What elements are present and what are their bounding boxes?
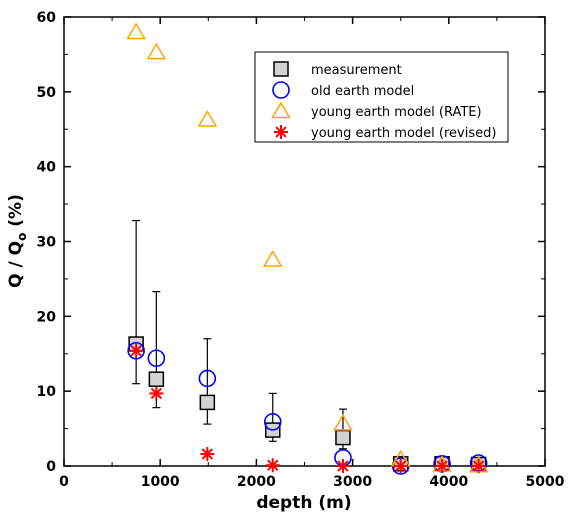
triangle-marker bbox=[271, 101, 291, 119]
legend-marker bbox=[272, 81, 290, 99]
y-tick-label: 40 bbox=[37, 160, 57, 176]
y-axis-title-subscript: o bbox=[15, 233, 29, 241]
legend: measurement old earth model young earth mo… bbox=[254, 51, 509, 143]
circle-marker bbox=[147, 349, 166, 368]
data-point bbox=[129, 343, 144, 358]
data-point bbox=[127, 341, 145, 360]
y-axis-title: Q / Qo (%) bbox=[6, 194, 29, 288]
data-point bbox=[199, 394, 216, 411]
legend-entry: measurement bbox=[273, 61, 402, 78]
x-tick-label: 1000 bbox=[141, 474, 180, 490]
legend-label: young earth model (revised) bbox=[311, 126, 496, 141]
triangle-marker bbox=[126, 22, 146, 40]
data-point bbox=[393, 459, 408, 473]
triangle-marker bbox=[146, 42, 167, 60]
y-axis-title-unit: (%) bbox=[6, 194, 26, 233]
square-marker bbox=[335, 429, 351, 446]
legend-entry: young earth model (RATE) bbox=[271, 101, 482, 120]
circle-marker bbox=[198, 369, 217, 388]
x-tick-label: 0 bbox=[59, 474, 69, 490]
x-tick-label: 5000 bbox=[526, 474, 565, 490]
asterisk-stroke bbox=[201, 448, 213, 460]
triangle-marker bbox=[333, 413, 353, 431]
x-tick-label: 4000 bbox=[429, 474, 468, 490]
legend-marker bbox=[273, 61, 289, 77]
asterisk-stroke bbox=[395, 460, 407, 472]
x-axis-title: depth (m) bbox=[256, 493, 351, 513]
asterisk-stroke bbox=[267, 459, 279, 471]
data-point bbox=[197, 110, 218, 127]
data-point bbox=[335, 459, 350, 473]
legend-marker bbox=[271, 101, 291, 119]
asterisk-stroke bbox=[472, 460, 485, 472]
data-point bbox=[126, 22, 146, 40]
square-marker bbox=[148, 371, 165, 387]
asterisk-stroke bbox=[337, 460, 349, 472]
data-marks bbox=[126, 22, 489, 475]
square-marker bbox=[199, 394, 216, 411]
data-point bbox=[265, 458, 280, 473]
y-tick-label: 10 bbox=[37, 384, 57, 400]
series-asterisk bbox=[129, 343, 486, 473]
data-point bbox=[148, 371, 165, 387]
data-point bbox=[147, 349, 166, 368]
y-tick-label: 0 bbox=[46, 459, 56, 475]
legend-entries: measurement old earth model young earth mo… bbox=[271, 61, 496, 141]
data-point bbox=[146, 42, 167, 60]
triangle-marker bbox=[197, 110, 218, 127]
asterisk-stroke bbox=[436, 460, 448, 472]
legend-box bbox=[254, 51, 509, 143]
y-tick-label: 20 bbox=[37, 309, 57, 325]
data-point bbox=[471, 459, 486, 473]
legend-label: measurement bbox=[311, 63, 402, 78]
data-point bbox=[435, 459, 450, 473]
data-point bbox=[200, 447, 215, 462]
y-tick-label: 50 bbox=[37, 85, 57, 101]
data-point bbox=[263, 413, 282, 431]
asterisk-stroke bbox=[130, 345, 142, 357]
data-point bbox=[149, 386, 164, 401]
triangle-marker bbox=[262, 249, 283, 267]
square-marker bbox=[273, 61, 289, 77]
data-point bbox=[198, 369, 217, 388]
legend-label: young earth model (RATE) bbox=[311, 105, 482, 120]
legend-label: old earth model bbox=[311, 84, 414, 99]
y-axis-title-main: Q / Q bbox=[6, 241, 26, 288]
error-bar bbox=[203, 338, 212, 425]
data-point bbox=[262, 249, 283, 267]
circle-marker bbox=[127, 341, 145, 360]
legend-entry: young earth model (revised) bbox=[274, 125, 496, 141]
data-point bbox=[333, 413, 353, 431]
circle-marker bbox=[263, 413, 282, 431]
legend-marker bbox=[274, 125, 288, 139]
data-point bbox=[335, 429, 351, 446]
y-tick-label: 30 bbox=[37, 235, 57, 251]
y-tick-label: 60 bbox=[37, 10, 57, 26]
x-tick-label: 3000 bbox=[333, 474, 372, 490]
legend-entry: old earth model bbox=[272, 81, 414, 99]
circle-marker bbox=[272, 81, 290, 99]
asterisk-stroke bbox=[275, 126, 287, 138]
series-circle bbox=[127, 341, 488, 475]
series-square bbox=[128, 219, 487, 473]
x-tick-label: 2000 bbox=[237, 474, 276, 490]
asterisk-stroke bbox=[150, 387, 163, 400]
